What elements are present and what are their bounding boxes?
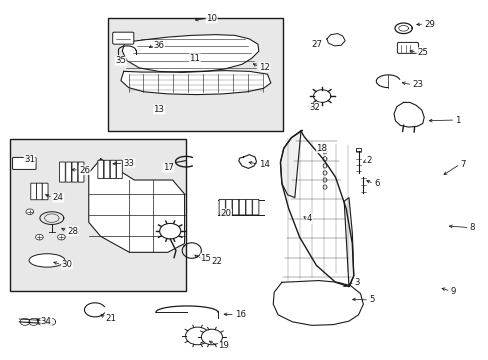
Text: 22: 22 [210,257,222,266]
Text: 30: 30 [61,260,72,269]
FancyBboxPatch shape [245,199,252,215]
Text: 7: 7 [459,159,465,168]
Text: 28: 28 [67,227,78,236]
FancyBboxPatch shape [10,139,185,291]
Polygon shape [121,71,270,95]
Polygon shape [280,131,301,198]
FancyBboxPatch shape [225,199,232,215]
Circle shape [185,327,209,345]
FancyBboxPatch shape [31,183,37,200]
Circle shape [160,224,181,239]
FancyBboxPatch shape [112,32,134,44]
Text: 3: 3 [354,278,360,287]
Text: 6: 6 [373,179,379,188]
Circle shape [58,234,65,240]
Ellipse shape [29,254,65,267]
Text: 25: 25 [416,48,427,57]
Text: 12: 12 [258,63,269,72]
Text: 18: 18 [316,144,326,153]
FancyBboxPatch shape [252,199,258,215]
Text: 27: 27 [311,40,322,49]
Text: 10: 10 [206,14,217,23]
Text: 26: 26 [79,166,90,175]
FancyBboxPatch shape [72,162,78,182]
Text: 23: 23 [411,80,422,89]
Text: 14: 14 [258,159,269,168]
FancyBboxPatch shape [42,183,48,200]
Circle shape [26,209,34,215]
Polygon shape [122,35,258,72]
Text: 34: 34 [41,317,52,325]
FancyBboxPatch shape [116,160,122,179]
Text: 24: 24 [53,193,63,202]
Text: 31: 31 [24,155,35,164]
FancyBboxPatch shape [397,42,418,53]
Text: 5: 5 [368,296,374,305]
Text: 11: 11 [189,54,200,63]
Text: 15: 15 [200,254,211,263]
Text: 16: 16 [234,310,245,319]
FancyBboxPatch shape [13,157,36,170]
Circle shape [201,329,222,345]
Text: 4: 4 [306,214,312,223]
FancyBboxPatch shape [108,18,282,131]
Text: 35: 35 [115,56,126,65]
Polygon shape [280,131,353,287]
Text: 33: 33 [123,158,135,167]
Text: 29: 29 [424,19,434,28]
Text: 1: 1 [454,116,460,125]
Text: 32: 32 [308,103,320,112]
FancyBboxPatch shape [65,162,71,182]
FancyBboxPatch shape [232,199,238,215]
Text: 13: 13 [153,105,164,114]
Text: 17: 17 [163,163,174,172]
Text: 9: 9 [449,287,455,296]
FancyBboxPatch shape [104,160,110,179]
FancyBboxPatch shape [239,199,245,215]
Text: 8: 8 [469,223,474,232]
Text: 20: 20 [220,209,231,218]
Text: 21: 21 [105,314,116,323]
FancyBboxPatch shape [37,183,42,200]
Text: 2: 2 [366,156,371,165]
Polygon shape [89,159,184,252]
Polygon shape [273,280,363,325]
FancyBboxPatch shape [98,160,103,179]
Polygon shape [393,102,424,127]
FancyBboxPatch shape [78,162,84,182]
Text: 36: 36 [153,41,164,50]
Polygon shape [344,198,353,287]
FancyBboxPatch shape [60,162,65,182]
Circle shape [36,234,43,240]
FancyBboxPatch shape [219,199,225,215]
FancyBboxPatch shape [110,160,116,179]
Polygon shape [326,33,345,46]
Text: 19: 19 [218,341,228,350]
